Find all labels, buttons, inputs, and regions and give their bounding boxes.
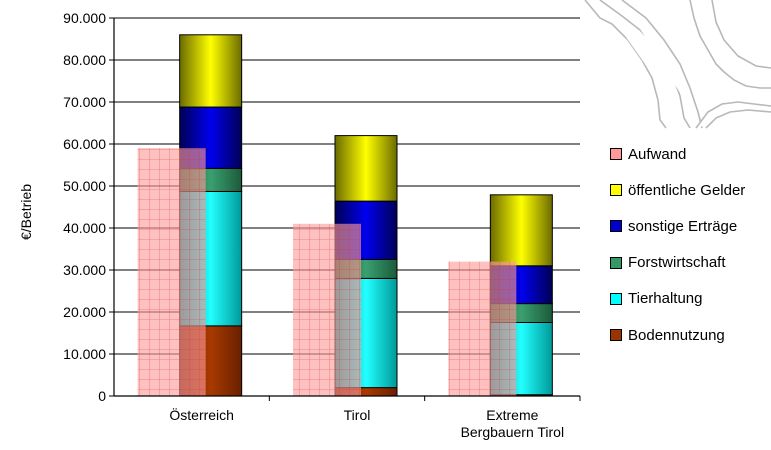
legend-item: Aufwand bbox=[610, 136, 745, 172]
axes bbox=[113, 18, 580, 397]
y-axis-label: €/Betrieb bbox=[18, 184, 34, 240]
y-tick-labels: 0 10.000 20.000 30.000 40.000 50.000 60.000 70.… bbox=[63, 10, 114, 404]
overlay-bar-hatch bbox=[137, 148, 206, 396]
y-tick-label: 90.000 bbox=[63, 10, 106, 26]
legend-item: sonstige Erträge bbox=[610, 208, 745, 244]
legend-item: Tierhaltung bbox=[610, 281, 745, 317]
legend-item: Forstwirtschaft bbox=[610, 245, 745, 281]
y-tick-label: 70.000 bbox=[63, 94, 106, 110]
x-tick-label: Österreich bbox=[169, 406, 234, 423]
legend-swatch bbox=[610, 256, 622, 269]
y-tick-label: 30.000 bbox=[63, 262, 106, 278]
y-tick-label: 80.000 bbox=[63, 52, 106, 68]
bar-segment-öffentliche-gelder bbox=[179, 34, 243, 108]
y-tick-label: 60.000 bbox=[63, 136, 106, 152]
legend-item: Bodennutzung bbox=[610, 317, 745, 353]
x-tick-label: Tirol bbox=[344, 407, 371, 423]
legend-label: öffentliche Gelder bbox=[628, 181, 746, 199]
legend-label: Bodennutzung bbox=[628, 326, 725, 344]
legend-swatch bbox=[610, 148, 622, 161]
bars bbox=[179, 34, 553, 397]
legend-swatch bbox=[610, 292, 622, 305]
legend-label: Tierhaltung bbox=[628, 290, 703, 308]
y-tick-label: 0 bbox=[98, 388, 106, 404]
y-tick-label: 10.000 bbox=[63, 346, 106, 362]
x-tick-label: Extreme bbox=[486, 407, 538, 423]
bar-segment-öffentliche-gelder bbox=[334, 135, 398, 202]
legend-label: Forstwirtschaft bbox=[628, 254, 726, 272]
eagle-watermark bbox=[584, 0, 771, 129]
overlay-bar-hatch bbox=[448, 261, 517, 396]
overlay-bars bbox=[137, 148, 517, 396]
bar-segment-öffentliche-gelder bbox=[489, 194, 553, 267]
y-tick-label: 40.000 bbox=[63, 220, 106, 236]
legend-swatch bbox=[610, 184, 622, 197]
x-tick-label: Bergbauern Tirol bbox=[461, 424, 565, 440]
y-tick-label: 20.000 bbox=[63, 304, 106, 320]
legend-item: öffentliche Gelder bbox=[610, 172, 745, 208]
y-tick-label: 50.000 bbox=[63, 178, 106, 194]
legend-label: sonstige Erträge bbox=[628, 217, 738, 235]
legend: Aufwand öffentliche Gelder sonstige Erträg… bbox=[610, 136, 745, 353]
legend-swatch bbox=[610, 329, 622, 342]
legend-label: Aufwand bbox=[628, 145, 687, 163]
overlay-bar-hatch bbox=[293, 223, 361, 396]
legend-swatch bbox=[610, 220, 622, 233]
